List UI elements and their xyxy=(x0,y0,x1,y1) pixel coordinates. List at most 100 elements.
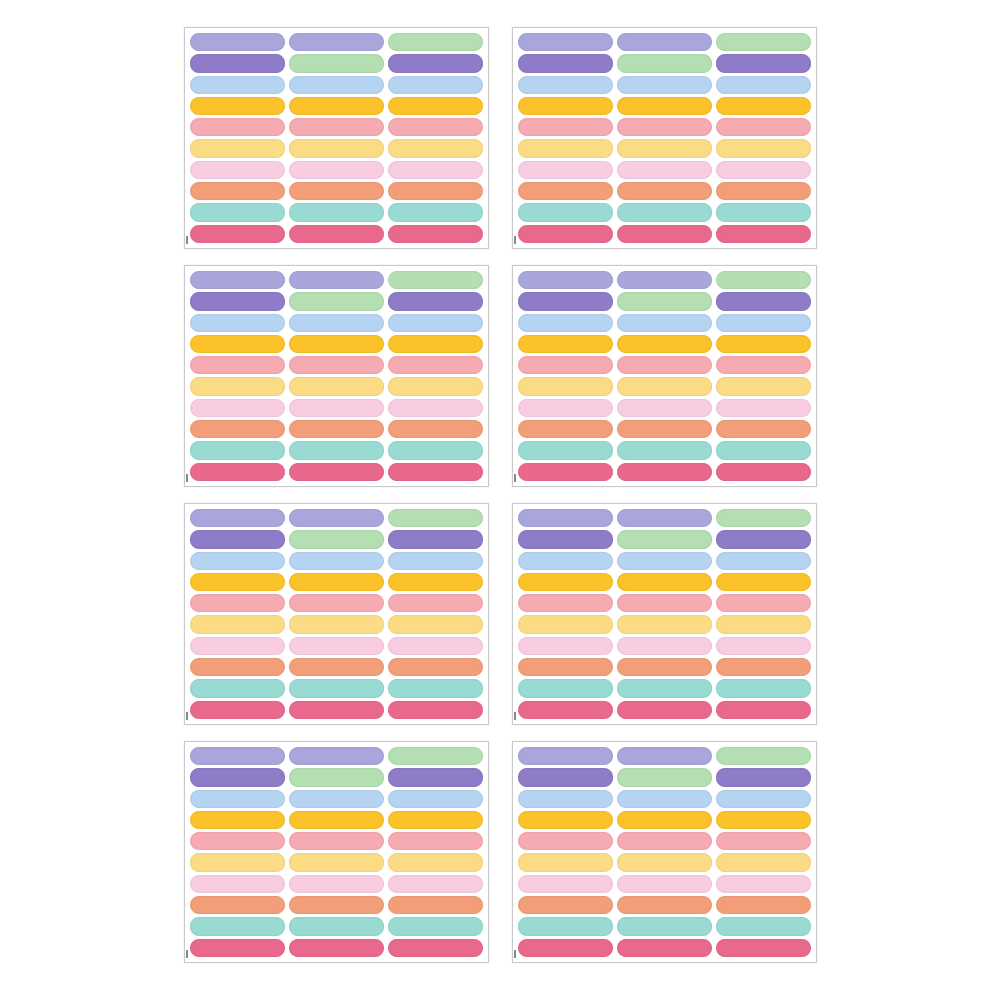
sticker-label xyxy=(190,160,285,180)
sticker-label xyxy=(190,747,285,766)
sticker-label xyxy=(388,615,483,634)
sticker-label xyxy=(617,594,712,613)
sticker-label xyxy=(518,700,613,719)
sticker-label xyxy=(617,551,712,570)
sticker-label xyxy=(190,292,285,311)
sticker-label xyxy=(518,462,613,481)
sheet-edge-mark xyxy=(514,950,516,958)
sticker-label xyxy=(617,462,712,481)
sticker-label xyxy=(617,789,712,808)
sticker-label xyxy=(617,118,712,137)
sticker-label xyxy=(190,572,285,592)
sticker-label xyxy=(289,33,384,52)
sticker-label xyxy=(617,203,712,222)
sticker-label xyxy=(716,700,811,719)
sticker-label xyxy=(190,203,285,222)
sticker-label xyxy=(617,377,712,396)
sticker-label xyxy=(716,118,811,137)
sticker-label xyxy=(190,33,285,52)
sticker-label xyxy=(617,224,712,243)
sticker-label xyxy=(716,96,811,116)
sticker-label xyxy=(289,118,384,137)
label-sheet xyxy=(184,741,489,963)
sticker-label xyxy=(518,747,613,766)
label-sheet xyxy=(512,265,817,487)
sticker-label xyxy=(716,271,811,290)
sticker-label xyxy=(617,917,712,936)
sticker-label xyxy=(190,594,285,613)
sticker-label xyxy=(518,54,613,73)
sticker-label xyxy=(617,292,712,311)
sticker-label xyxy=(518,658,613,677)
sticker-label xyxy=(617,747,712,766)
sticker-label xyxy=(518,789,613,808)
sticker-label xyxy=(388,182,483,201)
sticker-label xyxy=(289,356,384,375)
sticker-label xyxy=(716,551,811,570)
sticker-label xyxy=(289,874,384,894)
sticker-label xyxy=(289,334,384,354)
sticker-label xyxy=(190,509,285,528)
sticker-label xyxy=(388,441,483,460)
sticker-label xyxy=(518,292,613,311)
sticker-label xyxy=(617,679,712,698)
sticker-label xyxy=(289,139,384,158)
sticker-label xyxy=(716,75,811,94)
sticker-label xyxy=(617,896,712,915)
sticker-label xyxy=(716,874,811,894)
sticker-label xyxy=(289,679,384,698)
sticker-label xyxy=(716,182,811,201)
sticker-label xyxy=(617,271,712,290)
label-grid xyxy=(190,33,483,243)
sticker-label xyxy=(388,96,483,116)
sticker-label xyxy=(289,182,384,201)
sticker-label xyxy=(388,832,483,851)
sticker-label xyxy=(289,615,384,634)
sticker-label xyxy=(190,530,285,549)
sticker-label xyxy=(518,334,613,354)
sticker-label xyxy=(388,789,483,808)
sticker-label xyxy=(190,832,285,851)
sticker-label xyxy=(190,75,285,94)
label-sheet xyxy=(512,741,817,963)
sticker-label xyxy=(518,96,613,116)
sticker-label xyxy=(190,551,285,570)
sticker-label xyxy=(388,917,483,936)
sticker-label xyxy=(716,572,811,592)
sticker-label xyxy=(716,679,811,698)
sticker-label xyxy=(388,334,483,354)
sticker-label xyxy=(289,292,384,311)
sticker-label xyxy=(289,75,384,94)
sticker-label xyxy=(617,420,712,439)
sticker-label xyxy=(190,658,285,677)
sticker-label xyxy=(388,658,483,677)
sticker-label xyxy=(388,700,483,719)
sticker-label xyxy=(388,874,483,894)
sticker-label xyxy=(289,853,384,872)
sticker-label xyxy=(190,420,285,439)
sticker-label xyxy=(289,271,384,290)
sticker-label xyxy=(716,398,811,418)
sticker-label xyxy=(289,420,384,439)
sticker-label xyxy=(518,441,613,460)
sticker-label xyxy=(388,313,483,332)
sticker-label xyxy=(518,377,613,396)
sticker-label xyxy=(190,789,285,808)
sheet-edge-mark xyxy=(514,236,516,244)
sticker-label xyxy=(518,832,613,851)
label-grid xyxy=(518,271,811,481)
label-grid xyxy=(190,747,483,957)
sticker-label xyxy=(716,334,811,354)
sticker-label xyxy=(518,160,613,180)
sticker-label xyxy=(716,917,811,936)
sticker-label xyxy=(617,700,712,719)
sticker-label xyxy=(388,33,483,52)
sticker-label xyxy=(289,441,384,460)
sticker-label xyxy=(716,139,811,158)
sticker-label xyxy=(617,658,712,677)
sticker-label xyxy=(617,398,712,418)
sticker-label xyxy=(388,356,483,375)
sticker-label xyxy=(716,896,811,915)
sticker-label xyxy=(190,810,285,830)
sticker-label xyxy=(190,271,285,290)
